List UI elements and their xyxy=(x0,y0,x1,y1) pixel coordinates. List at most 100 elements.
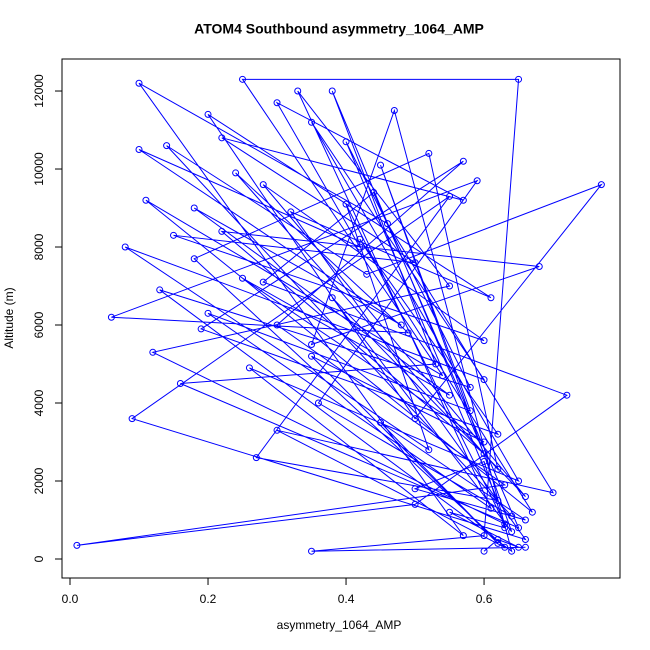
data-point xyxy=(446,508,454,516)
y-tick-label: 6000 xyxy=(32,311,46,338)
data-point xyxy=(466,383,474,391)
x-tick-label: 0.6 xyxy=(476,592,493,606)
data-point xyxy=(521,493,529,501)
data-point xyxy=(439,372,447,380)
data-point xyxy=(494,539,502,547)
data-point xyxy=(176,380,184,388)
data-point xyxy=(411,500,419,508)
data-point xyxy=(218,134,226,142)
y-tick-label: 10000 xyxy=(32,152,46,186)
data-point xyxy=(149,348,157,356)
data-point xyxy=(494,536,502,544)
data-point xyxy=(521,536,529,544)
data-point xyxy=(245,364,253,372)
data-point xyxy=(480,547,488,555)
data-point xyxy=(480,458,488,466)
data-point xyxy=(121,243,129,251)
data-point xyxy=(273,99,281,107)
data-point xyxy=(135,79,143,87)
data-point xyxy=(480,337,488,345)
data-point xyxy=(563,391,571,399)
data-point xyxy=(135,146,143,154)
data-line xyxy=(76,78,603,553)
data-point xyxy=(480,450,488,458)
data-point xyxy=(494,497,502,505)
data-point xyxy=(273,321,281,329)
data-point xyxy=(494,430,502,438)
data-point xyxy=(459,157,467,165)
data-point xyxy=(494,465,502,473)
data-point xyxy=(308,352,316,360)
data-point xyxy=(425,446,433,454)
data-point xyxy=(197,325,205,333)
data-point xyxy=(273,426,281,434)
data-point xyxy=(411,485,419,493)
data-point xyxy=(204,110,212,118)
data-point xyxy=(404,329,412,337)
data-point xyxy=(487,294,495,302)
data-point xyxy=(308,341,316,349)
data-point xyxy=(328,87,336,95)
data-point xyxy=(314,399,322,407)
data-point xyxy=(432,360,440,368)
data-point xyxy=(397,321,405,329)
data-point xyxy=(515,477,523,485)
data-point xyxy=(308,118,316,126)
data-point xyxy=(73,541,81,549)
y-tick-label: 8000 xyxy=(32,233,46,260)
data-point xyxy=(480,376,488,384)
data-point xyxy=(390,107,398,115)
data-point xyxy=(170,231,178,239)
x-tick-label: 0.4 xyxy=(338,592,355,606)
data-point xyxy=(128,415,136,423)
data-point xyxy=(480,532,488,540)
y-tick-label: 0 xyxy=(32,555,46,562)
data-point xyxy=(411,415,419,423)
data-point xyxy=(107,313,115,321)
data-point xyxy=(487,504,495,512)
data-point xyxy=(259,278,267,286)
data-point xyxy=(480,438,488,446)
data-point xyxy=(259,181,267,189)
data-point xyxy=(356,243,364,251)
data-point xyxy=(190,204,198,212)
data-point xyxy=(190,255,198,263)
data-point xyxy=(515,75,523,83)
data-point xyxy=(535,263,543,271)
data-point xyxy=(377,161,385,169)
data-point xyxy=(501,520,509,528)
data-point xyxy=(508,528,516,536)
data-point xyxy=(515,543,523,551)
x-tick-label: 0.2 xyxy=(200,592,217,606)
data-point xyxy=(239,75,247,83)
data-point xyxy=(501,543,509,551)
data-point xyxy=(156,286,164,294)
data-point xyxy=(446,192,454,200)
data-point xyxy=(446,391,454,399)
data-point xyxy=(294,87,302,95)
data-point xyxy=(508,512,516,520)
data-point xyxy=(287,208,295,216)
data-point xyxy=(515,524,523,532)
data-point xyxy=(163,142,171,150)
y-tick-label: 12000 xyxy=(32,74,46,108)
data-point xyxy=(239,274,247,282)
data-point xyxy=(308,547,316,555)
data-point xyxy=(501,481,509,489)
data-point xyxy=(508,547,516,555)
data-point xyxy=(425,149,433,157)
data-point xyxy=(466,407,474,415)
data-point xyxy=(446,282,454,290)
data-point xyxy=(363,270,371,278)
data-point xyxy=(521,516,529,524)
data-point xyxy=(528,508,536,516)
data-point xyxy=(342,200,350,208)
y-tick-label: 4000 xyxy=(32,389,46,416)
data-point xyxy=(142,196,150,204)
data-point xyxy=(549,489,557,497)
data-point xyxy=(377,419,385,427)
data-point xyxy=(459,532,467,540)
data-point xyxy=(521,543,529,551)
data-point xyxy=(328,294,336,302)
